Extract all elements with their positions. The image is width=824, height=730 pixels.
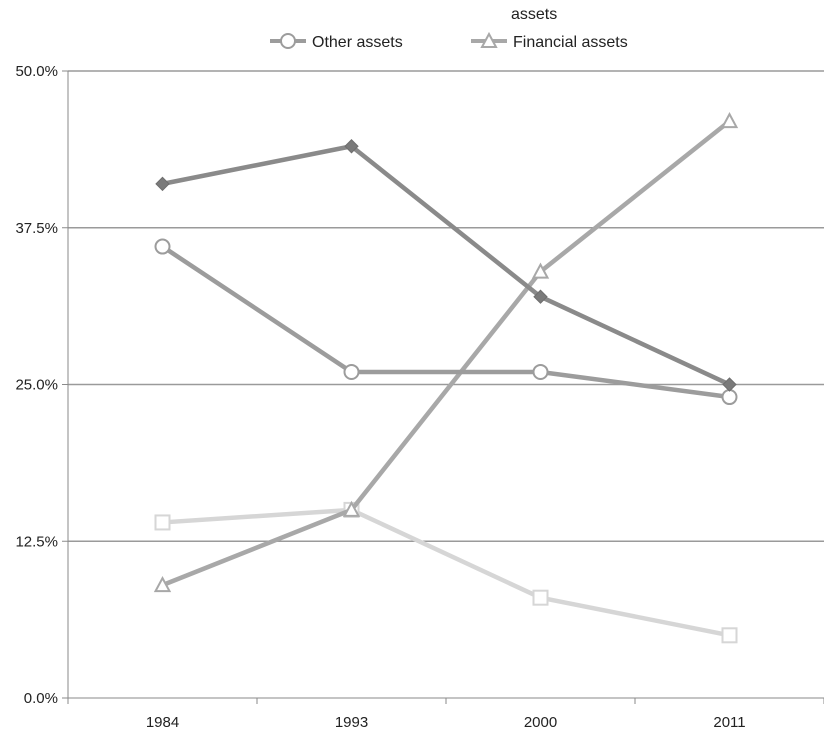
series-line: [161, 119, 731, 588]
legend-marker: [280, 33, 296, 49]
y-tick-label: 50.0%: [15, 63, 58, 80]
data-point: [344, 139, 359, 154]
data-point: [533, 289, 548, 304]
data-point: [154, 238, 171, 255]
data-point: [342, 500, 361, 517]
x-tick-label: 1984: [146, 714, 179, 730]
data-point: [532, 589, 549, 606]
gridlines: [68, 70, 824, 542]
data-point: [531, 262, 550, 279]
data-point: [720, 112, 739, 129]
x-tick-label: 2000: [524, 714, 557, 730]
data-point: [532, 363, 549, 380]
y-tick-label: 25.0%: [15, 377, 58, 394]
legend-label: Other assets: [312, 34, 403, 51]
y-tick-label: 12.5%: [15, 533, 58, 550]
legend-marker: [480, 31, 498, 48]
data-point: [153, 576, 172, 593]
data-point: [155, 176, 170, 192]
data-point: [343, 363, 360, 380]
data-point: [721, 389, 738, 406]
series-circle: [154, 238, 738, 406]
x-tick-label: 1993: [335, 714, 368, 730]
series-group: [153, 112, 739, 644]
series-line: [161, 244, 730, 400]
y-tick-label: 0.0%: [24, 690, 58, 707]
series-line: [162, 507, 730, 638]
legend-item: Financial assets: [471, 31, 628, 51]
data-point: [722, 377, 737, 392]
data-point: [721, 627, 738, 644]
series-square: [154, 501, 738, 644]
legend-overflow-text: assets: [511, 6, 557, 23]
legend-label: Financial assets: [513, 34, 628, 51]
data-point: [154, 514, 171, 531]
legend: assets Other assets Financial assets: [270, 6, 628, 51]
x-tick-label: 2011: [713, 714, 745, 730]
y-tick-label: 37.5%: [15, 220, 58, 237]
legend-item: Other assets: [270, 33, 403, 51]
series-line: [162, 143, 731, 387]
series-diamond: [155, 139, 737, 392]
series-triangle: [153, 112, 739, 593]
axes: 0.0% 12.5% 25.0% 37.5% 50.0% 1984 1993 2000 2011: [15, 63, 824, 730]
